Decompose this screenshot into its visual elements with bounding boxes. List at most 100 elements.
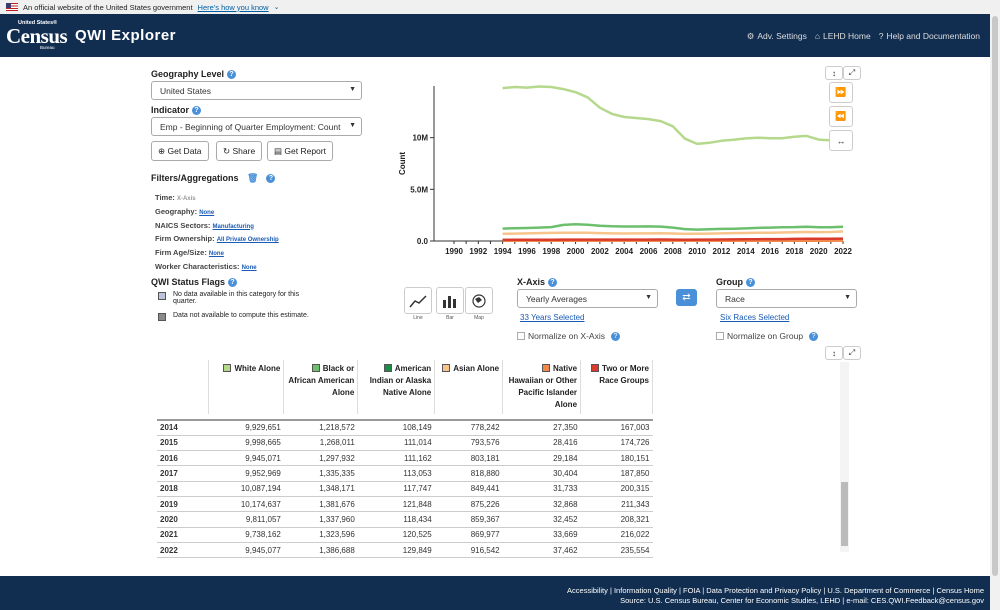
rewind-icon[interactable]: ⏪ [829,106,853,127]
fullscreen-icon[interactable]: ⤢ [843,66,861,80]
get-report-button[interactable]: ▤ Get Report [267,141,333,161]
gear-icon: ⚙ [746,31,755,41]
xaxis-select[interactable]: Yearly Averages ▼ [517,289,658,308]
races-selected-link[interactable]: Six Races Selected [720,313,790,322]
info-icon[interactable]: ? [227,70,237,80]
heres-how-you-know-link[interactable]: Here's how you know [197,2,269,12]
bar-chart-button[interactable] [436,287,464,314]
line-chart-button[interactable] [404,287,432,314]
row-year-cell: 2019 [157,496,209,513]
filter-link[interactable]: Manufacturing [212,223,254,230]
table-column-header[interactable]: Black or African American Alone [283,360,359,414]
table-column-header[interactable]: Native Hawaiian or Other Pacific Islande… [502,360,582,414]
years-selected-link[interactable]: 33 Years Selected [520,313,585,322]
normalize-xaxis-checkbox[interactable]: Normalize on X-Axis? [517,331,620,341]
info-icon[interactable]: ? [809,331,819,341]
table-cell: 216,022 [580,527,653,543]
xaxis-label: X-Axis? [517,277,558,288]
checkbox-box[interactable] [517,332,525,340]
checkbox-label: Normalize on Group [727,331,804,341]
gov-banner-text: An official website of the United States… [23,2,193,12]
table-cell: 859,367 [434,511,503,528]
table-column-header[interactable] [157,360,210,414]
spacer-cell [208,414,284,421]
get-data-button[interactable]: ⊕ Get Data [151,141,209,161]
table-cell: 108,149 [357,420,435,436]
us-flag-icon [6,3,18,11]
filter-key: Firm Age/Size: [155,248,207,258]
table-cell: 211,343 [580,496,653,513]
x-tick-label: 1990 [445,247,463,256]
filter-link[interactable]: None [199,209,215,216]
nav-lehd-home[interactable]: ⌂ LEHD Home [815,31,871,42]
info-icon[interactable]: ? [228,278,238,288]
button-label: Get Report [284,146,326,156]
table-cell: 1,335,335 [283,465,358,482]
expand-horizontal-icon[interactable]: ↔ [829,130,853,151]
legend-swatch [383,364,392,372]
scrollbar-thumb[interactable] [841,482,848,546]
resize-vertical-icon[interactable]: ↕ [825,346,843,360]
label-text: X-Axis [517,277,546,287]
status-flags-title: QWI Status Flags? [151,277,238,288]
normalize-group-checkbox[interactable]: Normalize on Group? [716,331,819,341]
y-tick-label: 10M [412,134,428,143]
table-cell: 32,868 [502,496,581,513]
filter-link[interactable]: None [241,264,257,271]
fullscreen-icon[interactable]: ⤢ [843,346,861,360]
table-cell: 111,162 [357,450,435,467]
resize-vertical-icon[interactable]: ↕ [825,66,843,80]
census-logo[interactable]: United States® Census Bureau [6,20,68,52]
flag-text: No data available in this category for t… [173,291,300,305]
swap-icon[interactable]: ⇄ [676,289,697,306]
table-cell: 28,416 [502,435,581,452]
info-icon[interactable]: ? [746,278,755,288]
filter-worker: Worker Characteristics: None [155,261,279,275]
group-select[interactable]: Race ▼ [716,289,857,308]
table-cell: 778,242 [434,420,503,436]
select-value: Emp - Beginning of Quarter Employment: C… [160,122,341,132]
geography-select[interactable]: United States ▼ [151,81,362,100]
home-icon: ⌂ [814,31,820,41]
y-tick-label: 0.0 [417,237,429,246]
table-cell: 167,003 [580,420,653,436]
header-nav: ⚙ Adv. Settings ⌂ LEHD Home ? Help and Docu… [747,31,980,42]
nav-help[interactable]: ? Help and Documentation [879,31,980,42]
scrollbar-thumb[interactable] [992,16,998,576]
x-tick-label: 2002 [591,247,609,256]
filter-link[interactable]: All Private Ownership [216,237,279,244]
chevron-down-icon: ▼ [844,294,851,301]
page-scrollbar[interactable] [990,14,1000,610]
map-icon [472,293,486,308]
chevron-down-icon[interactable]: ⌄ [273,4,280,11]
table-cell: 9,811,057 [208,511,284,528]
checkbox-box[interactable] [716,332,724,340]
filter-key: Time: [155,193,175,202]
indicator-select[interactable]: Emp - Beginning of Quarter Employment: C… [151,117,362,136]
table-scrollbar[interactable] [840,362,849,552]
share-button[interactable]: ↻ Share [216,141,263,161]
fast-forward-icon[interactable]: ⏩ [829,82,853,103]
trash-icon[interactable]: 🗑 [247,173,259,183]
spacer-cell [502,414,581,421]
info-icon[interactable]: ? [266,174,276,184]
gov-banner: An official website of the United States… [0,0,1000,14]
flag-no-data: No data available in this category for t… [158,291,318,305]
line-chart: 0.0 5.0M 10M 1990 1992 1994 1996 1998 2000 2002 20… [398,85,852,256]
filter-link[interactable]: None [208,251,224,258]
info-icon[interactable]: ? [192,106,202,116]
footer-links[interactable]: Accessibility | Information Quality | FO… [567,586,984,595]
table-cell: 9,945,071 [208,450,284,467]
nav-adv-settings[interactable]: ⚙ Adv. Settings [747,31,807,42]
info-icon[interactable]: ? [548,278,558,288]
table-column-header[interactable]: Two or More Race Groups [580,360,653,414]
label-text: Filters/Aggregations [151,173,239,183]
spacer-cell [434,414,503,421]
table-column-header[interactable]: Asian Alone [434,360,504,414]
table-column-header[interactable]: White Alone [208,360,285,414]
map-button[interactable] [465,287,493,314]
x-tick-label: 2008 [664,247,682,256]
table-row: 2020 9,811,057 1,337,960 118,434 859,367 32,4… [157,511,653,528]
table-column-header[interactable]: American Indian or Alaska Native Alone [357,360,436,414]
info-icon[interactable]: ? [611,331,620,341]
